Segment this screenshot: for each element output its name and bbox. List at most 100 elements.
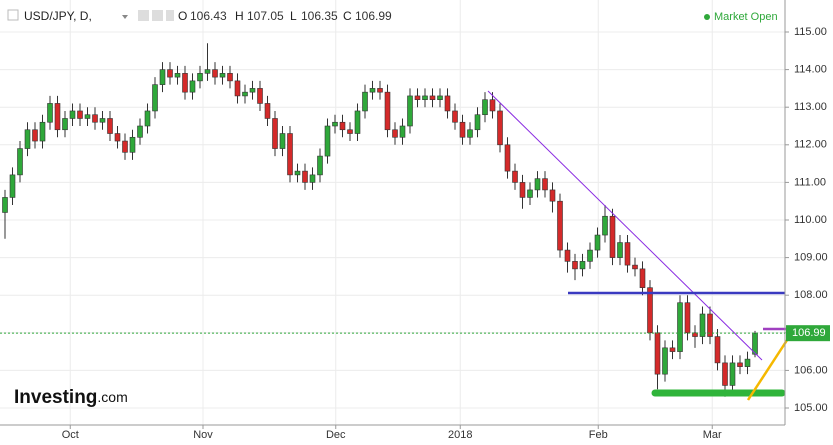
candle-body (482, 99, 488, 116)
candle-body (392, 129, 398, 138)
close-label: C (343, 9, 352, 23)
candle-body (197, 73, 203, 82)
candle-body (69, 110, 76, 119)
candle-body (684, 302, 691, 334)
y-tick-label: 105.00 (794, 402, 828, 414)
candle-body (189, 80, 196, 93)
candle-body (227, 73, 233, 82)
candle-body (54, 103, 61, 131)
y-tick-label: 108.00 (794, 289, 828, 301)
candle-body (152, 84, 158, 112)
candle-body (324, 125, 331, 157)
candle-body (624, 242, 631, 266)
y-tick-label: 113.00 (794, 101, 827, 113)
x-tick-label: Dec (326, 429, 346, 441)
candle-body (467, 129, 473, 138)
candle-body (257, 88, 263, 104)
candle-body (272, 118, 278, 149)
candle-body (182, 73, 188, 93)
candle-body (692, 332, 698, 337)
y-tick-label: 112.00 (794, 139, 827, 151)
candle-body (602, 215, 608, 236)
candle-body (137, 125, 143, 138)
candle-body (107, 118, 113, 134)
candle-body (47, 103, 53, 123)
high-value: 107.05 (247, 9, 284, 23)
grid (0, 0, 785, 425)
candle-body (114, 133, 121, 142)
candle-body (62, 118, 68, 131)
candle-body (429, 95, 436, 100)
low-label: L (290, 9, 297, 23)
candle-body (557, 200, 563, 251)
candle-body (474, 114, 481, 131)
candle-body (129, 136, 136, 153)
candle-body (654, 332, 661, 375)
candle-body (459, 121, 466, 138)
candle-body (77, 110, 83, 119)
candle-body (302, 170, 308, 183)
logo-suffix: .com (97, 389, 127, 405)
y-tick-label: 115.00 (794, 26, 827, 38)
candle-body (2, 197, 8, 213)
candle-body (414, 95, 421, 100)
candle-body (639, 268, 646, 288)
candle-body (174, 73, 181, 78)
trend-line (487, 90, 763, 361)
y-tick-label: 114.00 (794, 64, 827, 76)
candle-body (444, 95, 451, 112)
x-tick-label: Nov (193, 429, 213, 441)
candle-body (212, 69, 218, 78)
candle-body (339, 121, 346, 131)
candle-body (249, 88, 256, 93)
candle-body (377, 88, 383, 93)
x-tick-label: Mar (703, 429, 722, 441)
visibility-icon[interactable] (152, 10, 163, 21)
candle-body (534, 178, 541, 191)
candle-body (519, 182, 526, 198)
candle-body (122, 140, 128, 153)
candle-body (144, 110, 151, 127)
dropdown-icon[interactable] (122, 15, 128, 19)
candle-body (707, 313, 713, 337)
collapse-icon[interactable] (7, 9, 19, 21)
candle-body (9, 174, 16, 198)
candle-body (99, 118, 106, 123)
last-price-label: 106.99 (792, 327, 826, 339)
candle-body (219, 73, 226, 78)
candle-body (549, 189, 556, 202)
candle-body (279, 133, 286, 149)
candle-body (527, 189, 533, 198)
candle-body (354, 110, 361, 134)
candle-body (452, 110, 458, 123)
close-icon[interactable] (166, 10, 174, 21)
settings-icon[interactable] (138, 10, 149, 21)
candle-body (294, 170, 301, 176)
candle-body (594, 234, 601, 251)
candle-body (422, 95, 428, 100)
candle-body (369, 88, 376, 93)
candle-body (347, 129, 353, 134)
candle-body (632, 264, 638, 270)
candle-body (572, 261, 578, 270)
candle-body (317, 155, 323, 176)
candle-body (159, 69, 166, 85)
candle-body (437, 95, 443, 100)
low-value: 106.35 (301, 9, 338, 23)
y-tick-label: 110.00 (794, 214, 827, 226)
candle-body (234, 80, 241, 97)
candle-body (39, 121, 46, 142)
candle-body (362, 91, 368, 112)
candle-body (647, 287, 653, 334)
candle-body (677, 302, 683, 352)
candle-body (407, 95, 413, 127)
candle-body (17, 148, 23, 176)
candle-body (332, 121, 338, 127)
candle-body (24, 129, 31, 149)
candle-body (752, 332, 758, 355)
candles (2, 43, 758, 397)
candle-body (504, 144, 511, 172)
candle-body (617, 242, 623, 258)
candle-body (587, 249, 593, 262)
